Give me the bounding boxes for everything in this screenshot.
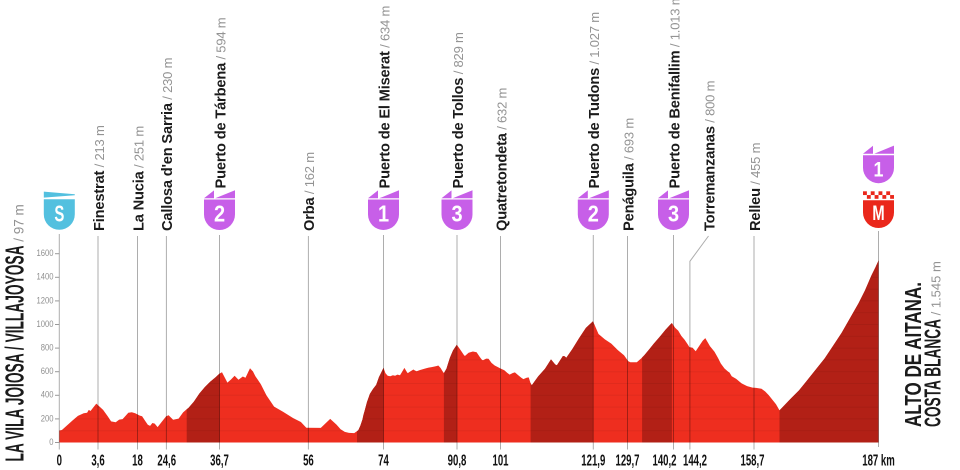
svg-text:129,7: 129,7 bbox=[615, 451, 639, 469]
svg-text:Relleu / 455 m: Relleu / 455 m bbox=[748, 143, 764, 231]
svg-text:3,6: 3,6 bbox=[91, 451, 104, 469]
svg-text:2: 2 bbox=[214, 200, 225, 227]
svg-text:140,2: 140,2 bbox=[652, 451, 676, 469]
svg-text:ALTO DE AITANA.: ALTO DE AITANA. bbox=[900, 282, 926, 427]
svg-text:Puerto de El Miserat / 634 m: Puerto de El Miserat / 634 m bbox=[377, 6, 393, 189]
svg-text:56: 56 bbox=[303, 451, 314, 469]
svg-text:La Nucia / 251 m: La Nucia / 251 m bbox=[131, 126, 147, 231]
svg-text:2: 2 bbox=[588, 200, 599, 227]
svg-text:400: 400 bbox=[41, 389, 54, 400]
svg-text:101: 101 bbox=[492, 451, 508, 469]
svg-text:Callosa d'en Sarria / 230 m: Callosa d'en Sarria / 230 m bbox=[160, 58, 176, 231]
svg-text:LA VILA JOIOSA / VILLAJOYOSA /: LA VILA JOIOSA / VILLAJOYOSA / 97 m bbox=[0, 204, 29, 461]
svg-text:Puerto de Benifallim / 1.013 m: Puerto de Benifallim / 1.013 m bbox=[667, 0, 683, 189]
svg-text:3: 3 bbox=[451, 200, 462, 227]
svg-text:Quatretondeta / 632 m: Quatretondeta / 632 m bbox=[494, 88, 510, 231]
svg-text:1: 1 bbox=[378, 200, 389, 227]
svg-text:Puerto de Tudons / 1.027 m: Puerto de Tudons / 1.027 m bbox=[587, 12, 603, 188]
svg-text:Finestrat / 213 m: Finestrat / 213 m bbox=[92, 125, 108, 231]
svg-text:1: 1 bbox=[874, 158, 884, 182]
svg-text:200: 200 bbox=[41, 413, 54, 424]
svg-text:Puerto de Tárbena / 594 m: Puerto de Tárbena / 594 m bbox=[213, 18, 229, 189]
svg-text:36,7: 36,7 bbox=[210, 451, 229, 469]
svg-text:18: 18 bbox=[132, 451, 143, 469]
svg-text:Puerto de Tollos / 829 m: Puerto de Tollos / 829 m bbox=[451, 32, 467, 188]
svg-text:600: 600 bbox=[41, 365, 54, 376]
svg-text:74: 74 bbox=[378, 451, 389, 469]
svg-text:800: 800 bbox=[41, 342, 54, 353]
svg-text:0: 0 bbox=[57, 451, 62, 469]
svg-text:158,7: 158,7 bbox=[740, 451, 764, 469]
svg-text:Penáguila / 693 m: Penáguila / 693 m bbox=[621, 118, 637, 231]
svg-text:1400: 1400 bbox=[36, 271, 53, 282]
svg-text:Torremanzanas / 800 m: Torremanzanas / 800 m bbox=[702, 81, 718, 231]
svg-text:COSTA BLANCA / 1.545 m: COSTA BLANCA / 1.545 m bbox=[920, 261, 946, 427]
svg-text:1600: 1600 bbox=[36, 247, 53, 258]
svg-text:121,9: 121,9 bbox=[581, 451, 605, 469]
svg-text:1200: 1200 bbox=[36, 295, 53, 306]
svg-text:187 km: 187 km bbox=[862, 451, 895, 469]
svg-text:24,6: 24,6 bbox=[157, 451, 176, 469]
svg-text:M: M bbox=[872, 202, 884, 225]
svg-text:3: 3 bbox=[668, 200, 679, 227]
svg-text:S: S bbox=[54, 201, 64, 227]
svg-text:Orba / 162 m: Orba / 162 m bbox=[302, 152, 318, 231]
svg-text:0: 0 bbox=[49, 436, 54, 447]
svg-text:144,2: 144,2 bbox=[683, 451, 707, 469]
svg-text:1000: 1000 bbox=[36, 318, 53, 329]
svg-text:90,8: 90,8 bbox=[448, 451, 467, 469]
